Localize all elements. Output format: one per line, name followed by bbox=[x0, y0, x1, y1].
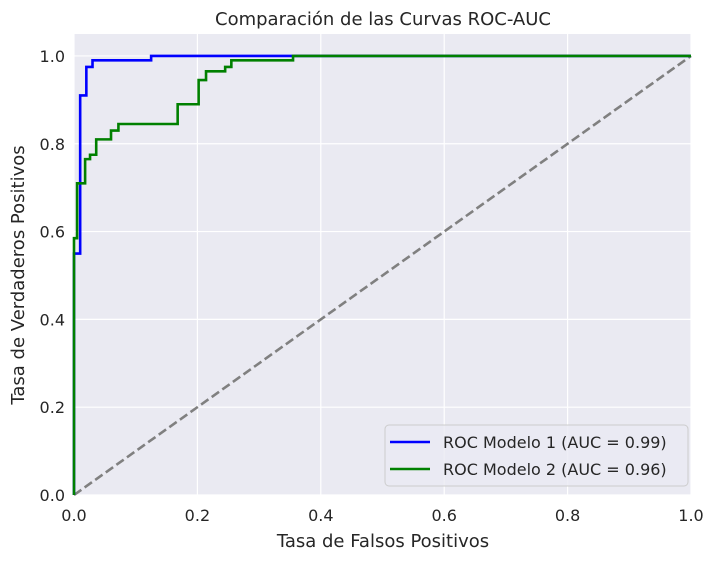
x-tick-label: 0.2 bbox=[185, 506, 210, 525]
chart-title: Comparación de las Curvas ROC-AUC bbox=[215, 9, 551, 30]
legend-box bbox=[384, 424, 689, 487]
series-layer bbox=[72, 54, 692, 497]
x-tick-label: 0.6 bbox=[431, 506, 456, 525]
legend-items: ROC Modelo 1 (AUC = 0.99) ROC Modelo 2 (A… bbox=[390, 433, 667, 479]
y-tick-label: 0.6 bbox=[40, 223, 65, 242]
legend-label: ROC Modelo 1 (AUC = 0.99) bbox=[443, 433, 667, 452]
x-tick-label: 0.8 bbox=[555, 506, 580, 525]
x-axis-label: Tasa de Falsos Positivos bbox=[276, 531, 489, 552]
x-tick-label: 0.0 bbox=[61, 506, 86, 525]
x-axis-ticks: 0.0 0.2 0.4 0.6 0.8 1.0 bbox=[61, 506, 703, 525]
x-tick-label: 1.0 bbox=[678, 506, 703, 525]
y-tick-label: 0.0 bbox=[40, 486, 65, 505]
y-tick-label: 0.8 bbox=[40, 135, 65, 154]
series-line-baseline bbox=[73, 54, 692, 497]
y-axis-label: Tasa de Verdaderos Positivos bbox=[8, 145, 29, 405]
y-tick-label: 0.2 bbox=[40, 398, 65, 417]
legend: ROC Modelo 1 (AUC = 0.99) ROC Modelo 2 (A… bbox=[384, 424, 689, 487]
y-tick-label: 0.4 bbox=[40, 310, 65, 329]
series-line-2 bbox=[72, 54, 691, 495]
y-axis-ticks: 0.0 0.2 0.4 0.6 0.8 1.0 bbox=[40, 47, 65, 505]
y-tick-label: 1.0 bbox=[40, 47, 65, 66]
legend-label: ROC Modelo 2 (AUC = 0.96) bbox=[443, 460, 667, 479]
x-tick-label: 0.4 bbox=[308, 506, 333, 525]
